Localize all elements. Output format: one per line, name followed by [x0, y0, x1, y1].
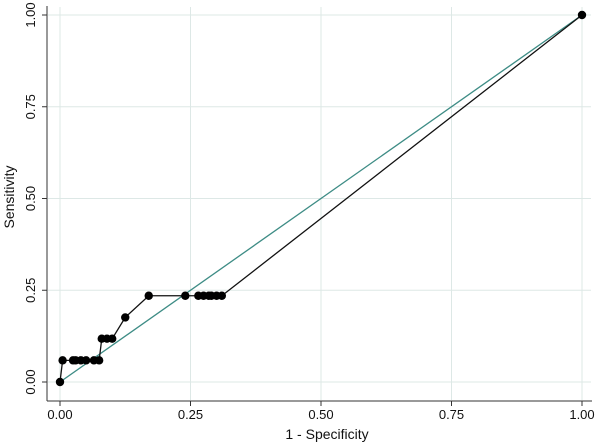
x-tick-label: 0.50 — [308, 407, 333, 422]
y-tick-label: 0.25 — [23, 278, 38, 303]
roc-point — [108, 334, 117, 343]
y-tick-label: 0.50 — [23, 186, 38, 211]
reference-diagonal-line — [59, 14, 583, 383]
y-tick-label: 0.75 — [23, 94, 38, 119]
series — [55, 10, 587, 387]
roc-point — [144, 291, 153, 300]
x-tick-label: 0.25 — [178, 407, 203, 422]
roc-point — [58, 356, 67, 365]
y-tick-label: 0.00 — [23, 369, 38, 394]
x-tick-label: 1.00 — [569, 407, 594, 422]
y-axis-label: Sensitivity — [1, 165, 17, 228]
x-tick-label: 0.75 — [439, 407, 464, 422]
roc-point — [121, 313, 130, 322]
roc-point — [577, 10, 587, 20]
y-tick-label: 1.00 — [23, 2, 38, 27]
x-tick-label: 0.00 — [47, 407, 72, 422]
x-axis-label: 1 - Specificity — [285, 426, 368, 442]
roc-point — [94, 356, 104, 365]
roc-point — [217, 291, 227, 300]
roc-point — [55, 377, 65, 387]
ticks: 0.00 0.25 0.50 0.75 1.00 0.00 0.25 0.50 0.75 1.00 — [23, 2, 595, 422]
axes — [46, 6, 592, 402]
roc-point — [181, 291, 190, 300]
grid — [48, 7, 591, 400]
roc-point — [81, 356, 91, 365]
